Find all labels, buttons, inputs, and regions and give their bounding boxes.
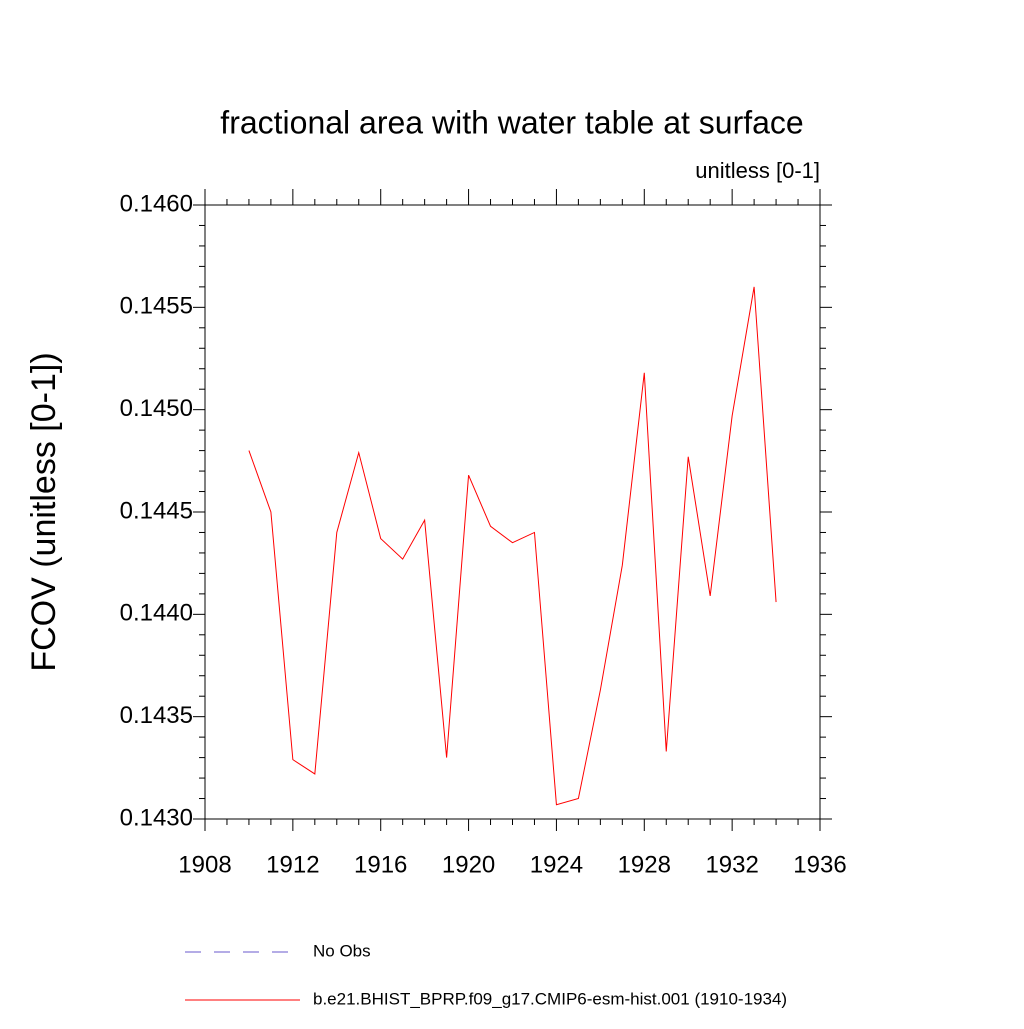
x-tick-label: 1932 — [705, 851, 758, 878]
x-tick-label: 1928 — [618, 851, 671, 878]
chart-title: fractional area with water table at surf… — [220, 104, 803, 140]
x-tick-label: 1936 — [793, 851, 846, 878]
y-tick-label: 0.1435 — [120, 702, 193, 729]
y-tick-label: 0.1450 — [120, 395, 193, 422]
x-tick-label: 1916 — [354, 851, 407, 878]
y-tick-label: 0.1460 — [120, 190, 193, 217]
y-tick-label: 0.1445 — [120, 497, 193, 524]
data-line — [248, 286, 777, 806]
y-tick-label: 0.1455 — [120, 293, 193, 320]
y-tick-label: 0.1430 — [120, 804, 193, 831]
y-axis-label: FCOV (unitless [0-1]) — [25, 352, 63, 671]
x-tick-label: 1924 — [530, 851, 583, 878]
y-tick-label: 0.1440 — [120, 600, 193, 627]
chart-subtitle: unitless [0-1] — [695, 158, 820, 183]
legend-label: b.e21.BHIST_BPRP.f09_g17.CMIP6-esm-hist.… — [313, 989, 787, 1008]
legend-label: No Obs — [313, 941, 371, 960]
x-tick-label: 1920 — [442, 851, 495, 878]
x-tick-label: 1908 — [178, 851, 231, 878]
x-tick-label: 1912 — [266, 851, 319, 878]
plot-frame — [204, 204, 821, 820]
